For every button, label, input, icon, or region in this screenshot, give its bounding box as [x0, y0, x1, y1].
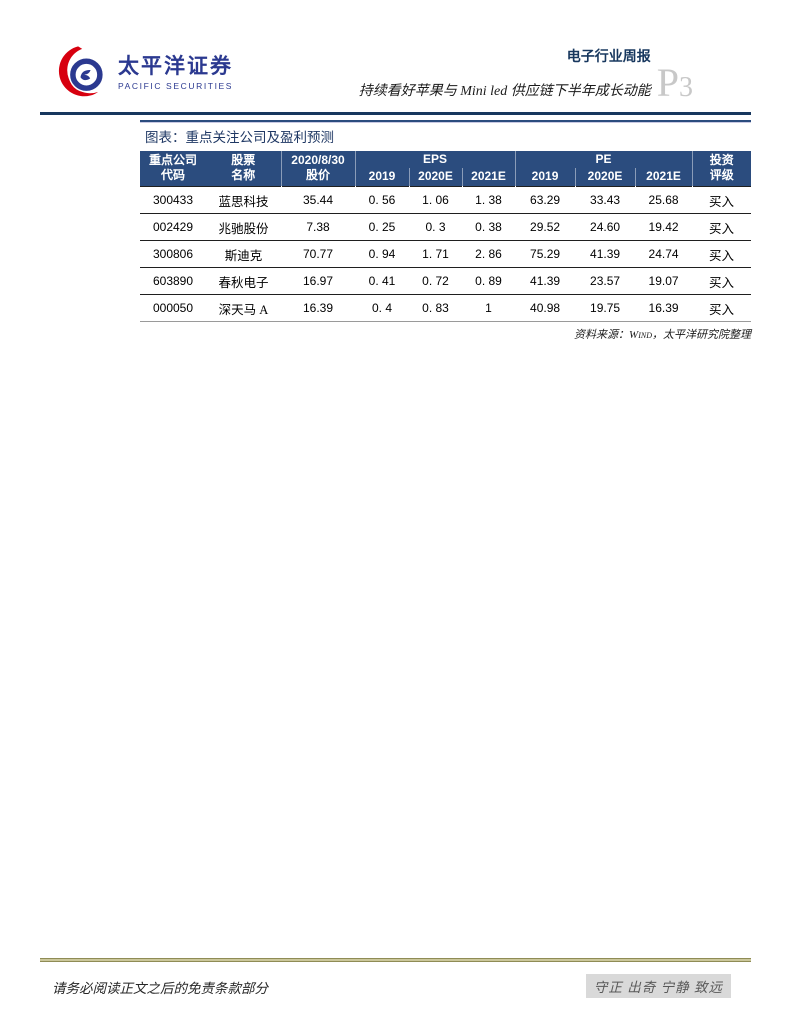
cell-eps-2019: 0. 25: [368, 220, 396, 235]
cell-price: 35.44: [302, 193, 334, 208]
col-header-eps-2019: 2019: [354, 168, 409, 187]
cell-pe-2019: 41.39: [530, 274, 561, 289]
cell-eps-2020e: 0. 72: [422, 274, 449, 289]
cell-name: 斯迪克: [224, 248, 263, 263]
cell-pe-2019: 40.98: [530, 301, 561, 316]
table-row: 300433 蓝思科技 35.44 0. 56 1. 06 1. 38 63.2…: [140, 186, 752, 214]
cell-eps-2019: 0. 41: [368, 274, 396, 289]
cell-code: 300806: [152, 247, 194, 262]
table-row: 000050 深天马 A 16.39 0. 4 0. 83 1 40.98 19…: [140, 294, 752, 322]
cell-code: 002429: [152, 220, 194, 235]
figure-block: 图表：重点关注公司及盈利预测 重点公司 代码 股票 名称: [140, 120, 752, 342]
figure-caption: 图表：重点关注公司及盈利预测: [145, 130, 334, 145]
col-header-eps-2020e: 2020E: [408, 168, 462, 187]
cell-pe-2020e: 33.43: [590, 193, 621, 208]
logo: 太平洋证券 PACIFIC SECURITIES: [56, 42, 233, 104]
col-header-pe-2021e: 2021E: [634, 168, 693, 187]
cell-pe-2021e: 24.74: [648, 247, 679, 262]
cell-pe-2021e: 19.42: [648, 220, 679, 235]
cell-name: 春秋电子: [218, 275, 269, 290]
cell-name: 兆驰股份: [218, 221, 269, 236]
cell-pe-2021e: 19.07: [648, 274, 679, 289]
cell-pe-2020e: 24.60: [590, 220, 621, 235]
cell-rating: 买入: [709, 275, 735, 290]
cell-pe-2019: 75.29: [530, 247, 561, 262]
cell-eps-2021e: 1. 38: [475, 193, 502, 208]
cell-eps-2020e: 1. 06: [422, 193, 449, 208]
cell-pe-2020e: 19.75: [590, 301, 621, 316]
header-title-block: 电子行业周报 持续看好苹果与 Mini led 供应链下半年成长动能 P 3: [358, 46, 693, 106]
cell-pe-2021e: 16.39: [648, 301, 679, 316]
page-number: P 3: [656, 60, 693, 106]
cell-price: 16.39: [302, 301, 334, 316]
cell-price: 7.38: [306, 220, 330, 235]
cell-pe-2019: 29.52: [530, 220, 561, 235]
col-group-pe: PE: [514, 151, 693, 169]
table-header: 重点公司 代码 股票 名称 2020/8/30 股价 EPS PE 投资: [140, 151, 752, 187]
col-header-price: 2020/8/30 股价: [280, 151, 355, 187]
cell-rating: 买入: [709, 302, 735, 317]
col-header-eps-2021e: 2021E: [461, 168, 516, 187]
logo-english-name: PACIFIC SECURITIES: [118, 80, 234, 91]
cell-eps-2021e: 1: [485, 301, 492, 316]
cell-price: 70.77: [302, 247, 334, 262]
caption-divider: [140, 120, 751, 123]
footer-motto: 守正 出奇 宁静 致远: [585, 974, 731, 998]
logo-chinese-name: 太平洋证券: [118, 55, 233, 79]
cell-code: 000050: [152, 301, 194, 316]
cell-eps-2019: 0. 56: [368, 193, 396, 208]
cell-eps-2021e: 0. 89: [475, 274, 502, 289]
cell-pe-2019: 63.29: [530, 193, 561, 208]
cell-pe-2020e: 23.57: [590, 274, 621, 289]
col-header-rating: 投资 评级: [691, 151, 752, 187]
source-note: 资料来源：Wind，太平洋研究院整理: [574, 328, 751, 341]
key-companies-table: 重点公司 代码 股票 名称 2020/8/30 股价 EPS PE 投资: [140, 151, 752, 322]
table-row: 603890 春秋电子 16.97 0. 41 0. 72 0. 89 41.3…: [140, 267, 752, 295]
cell-eps-2019: 0. 4: [371, 301, 392, 316]
col-header-stock-name: 股票 名称: [206, 151, 281, 187]
cell-name: 蓝思科技: [218, 194, 269, 209]
cell-pe-2021e: 25.68: [648, 193, 679, 208]
cell-price: 16.97: [302, 274, 334, 289]
col-header-pe-2020e: 2020E: [574, 168, 636, 187]
footer-divider: [40, 958, 751, 962]
cell-code: 300433: [152, 193, 194, 208]
col-header-pe-2019: 2019: [514, 168, 576, 187]
col-header-company-code: 重点公司 代码: [140, 151, 206, 187]
pacific-securities-logo-icon: [56, 42, 110, 104]
cell-eps-2021e: 0. 38: [475, 220, 502, 235]
page-number-digit: 3: [679, 72, 693, 104]
cell-rating: 买入: [709, 194, 735, 209]
cell-eps-2020e: 0. 83: [422, 301, 449, 316]
cell-rating: 买入: [709, 248, 735, 263]
cell-name: 深天马 A: [218, 302, 269, 317]
table-row: 002429 兆驰股份 7.38 0. 25 0. 3 0. 38 29.52 …: [140, 213, 752, 241]
report-title: 持续看好苹果与 Mini led 供应链下半年成长动能: [358, 84, 651, 99]
cell-pe-2020e: 41.39: [590, 247, 621, 262]
cell-code: 603890: [152, 274, 194, 289]
cell-eps-2019: 0. 94: [368, 247, 396, 262]
col-group-eps: EPS: [354, 151, 516, 169]
report-type: 电子行业周报: [566, 50, 651, 65]
cell-eps-2020e: 1. 71: [422, 247, 449, 262]
cell-eps-2021e: 2. 86: [475, 247, 502, 262]
footer-disclaimer: 请务必阅读正文之后的免责条款部分: [52, 981, 268, 996]
cell-rating: 买入: [709, 221, 735, 236]
header-divider: [40, 112, 751, 115]
cell-eps-2020e: 0. 3: [425, 220, 446, 235]
page-number-letter: P: [656, 60, 679, 106]
table-row: 300806 斯迪克 70.77 0. 94 1. 71 2. 86 75.29…: [140, 240, 752, 268]
